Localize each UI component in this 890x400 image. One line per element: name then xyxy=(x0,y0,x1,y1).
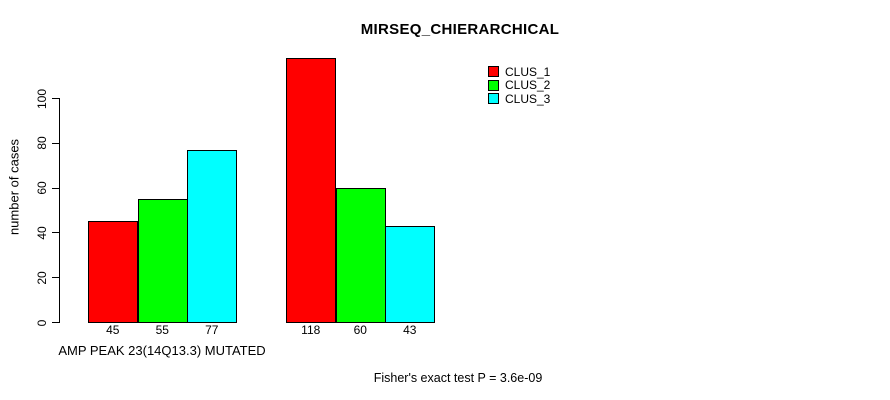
y-tick-label: 40 xyxy=(35,226,49,240)
bar-value-label: 77 xyxy=(205,323,219,337)
legend-swatch-icon xyxy=(488,79,499,91)
y-tick-label: 20 xyxy=(35,271,49,285)
bar-value-label: 118 xyxy=(301,323,321,337)
y-tick-mark xyxy=(52,98,60,99)
bar-clus_2-group2 xyxy=(335,187,386,323)
legend-entry-clus_3: CLUS_3 xyxy=(488,93,550,105)
legend-label: CLUS_2 xyxy=(505,78,551,93)
x-axis-group-label: AMP PEAK 23(14Q13.3) MUTATED xyxy=(58,343,266,358)
y-tick-label: 60 xyxy=(35,181,49,195)
legend-entry-clus_2: CLUS_2 xyxy=(488,78,551,93)
y-axis-label: number of cases xyxy=(6,138,22,236)
y-tick-mark xyxy=(52,187,60,189)
chart-title: MIRSEQ_CHIERARCHICAL xyxy=(360,21,560,38)
bar-value-label: 43 xyxy=(403,323,417,337)
y-tick-mark xyxy=(52,277,60,279)
y-tick-mark xyxy=(52,322,60,323)
bar-clus_2-group1 xyxy=(137,198,188,323)
y-tick-label: 0 xyxy=(35,319,49,326)
legend-swatch-icon xyxy=(488,93,499,105)
bar-clus_3-group2 xyxy=(385,225,435,323)
bar-clus_1-group1 xyxy=(88,221,138,323)
y-tick-label: 80 xyxy=(35,136,49,150)
bar-clus_1-group2 xyxy=(286,57,336,323)
bar-value-label: 55 xyxy=(155,323,169,337)
bar-clus_3-group1 xyxy=(187,149,237,323)
legend-label: CLUS_3 xyxy=(505,91,551,106)
legend: CLUS_1 CLUS_2 CLUS_3 xyxy=(488,66,550,105)
y-tick-mark xyxy=(52,142,60,144)
bar-value-label: 45 xyxy=(106,323,120,337)
y-axis-line xyxy=(59,98,60,323)
legend-entry-clus_1: CLUS_1 xyxy=(488,66,550,78)
legend-swatch-icon xyxy=(488,66,499,78)
bar-value-label: 60 xyxy=(353,323,367,337)
legend-label: CLUS_1 xyxy=(505,64,551,79)
annotation-fisher-test: Fisher's exact test P = 3.6e-09 xyxy=(373,371,543,385)
y-tick-mark xyxy=(52,232,60,234)
y-tick-label: 100 xyxy=(35,88,49,109)
